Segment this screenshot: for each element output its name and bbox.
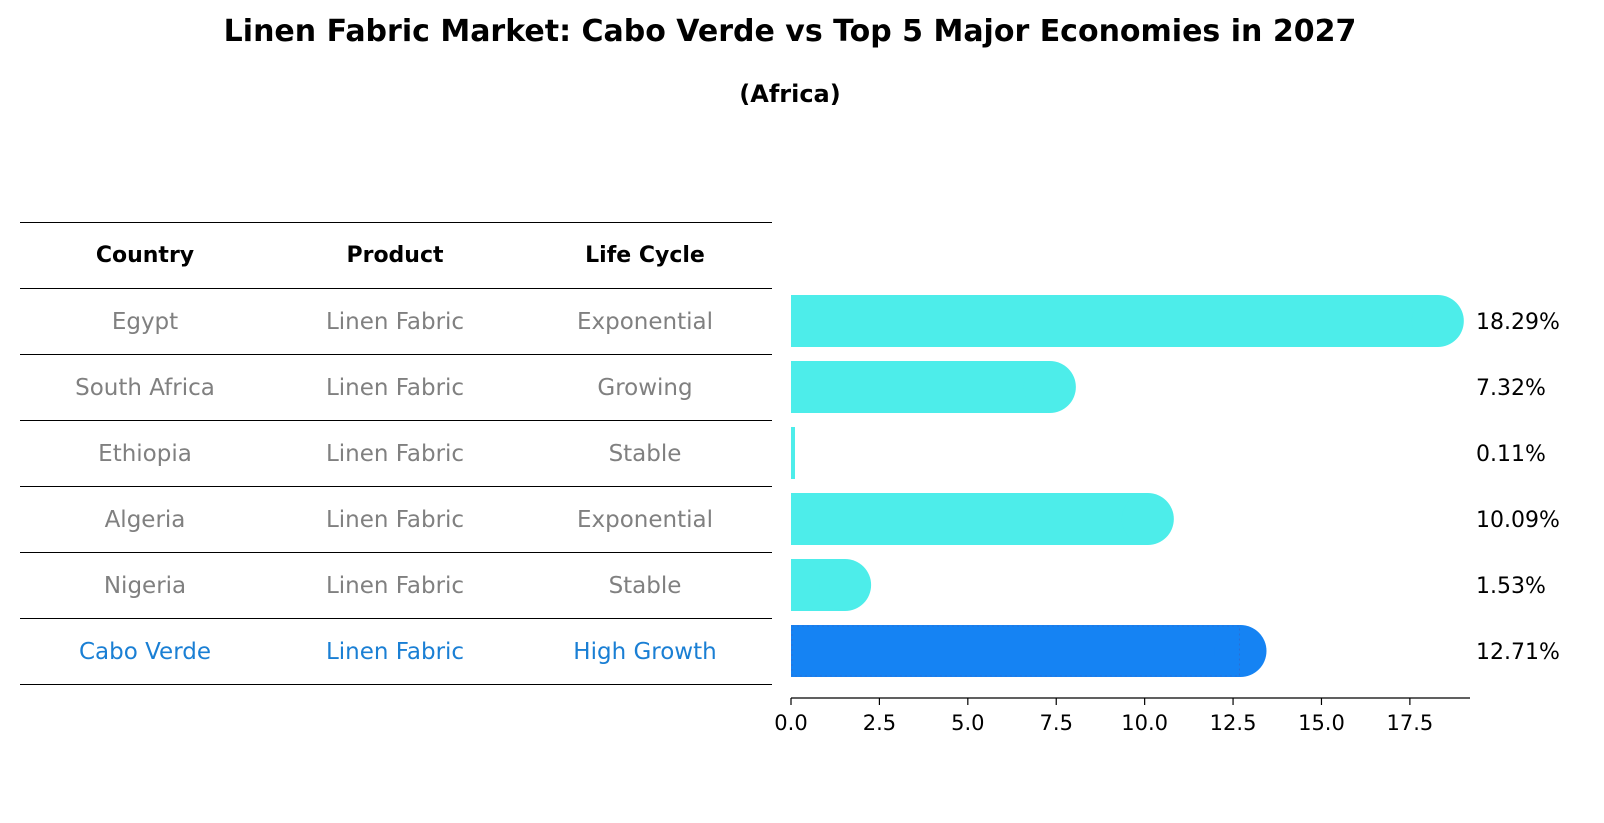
value-label: 10.09% [1476, 508, 1560, 533]
bar-ethiopia [791, 427, 795, 479]
cell-life-cycle: Stable [608, 572, 682, 599]
chart-title: Linen Fabric Market: Cabo Verde vs Top 5… [223, 14, 1357, 49]
table-row: Nigeria Linen Fabric Stable [20, 552, 772, 618]
value-label: 1.53% [1476, 574, 1546, 599]
x-tick-label: 12.5 [1210, 711, 1257, 735]
cell-product: Linen Fabric [325, 506, 465, 533]
bar-south-africa [791, 361, 1050, 413]
bar-cap [1411, 295, 1464, 347]
bar-cap [1023, 361, 1076, 413]
x-tick-label: 0.0 [774, 711, 807, 735]
header-product: Product [346, 243, 444, 268]
table-row-highlight: Cabo Verde Linen Fabric High Growth [20, 618, 772, 685]
table-row: Egypt Linen Fabric Exponential [20, 288, 772, 354]
x-tick-label: 5.0 [951, 711, 984, 735]
cell-life-cycle: Stable [608, 440, 682, 467]
cell-country: Ethiopia [98, 440, 192, 467]
cell-product: Linen Fabric [325, 638, 465, 665]
bar-cabo-verde [791, 625, 1241, 677]
bar-cap [819, 559, 872, 611]
cell-life-cycle: Exponential [576, 308, 713, 335]
table-row: Algeria Linen Fabric Exponential [20, 486, 772, 552]
cell-product: Linen Fabric [325, 374, 465, 401]
x-tick-label: 7.5 [1040, 711, 1073, 735]
cell-life-cycle: Exponential [576, 506, 713, 533]
cell-country: Egypt [111, 308, 179, 335]
table-header-row: Country Product Life Cycle [20, 222, 772, 288]
cell-country: Algeria [104, 506, 186, 533]
header-life-cycle: Life Cycle [585, 243, 705, 268]
cell-country: Cabo Verde [78, 638, 212, 665]
value-label: 7.32% [1476, 376, 1546, 401]
table-row: Ethiopia Linen Fabric Stable [20, 420, 772, 486]
cell-country: South Africa [75, 374, 215, 401]
bar-cap [1121, 493, 1174, 545]
value-label: 12.71% [1476, 640, 1560, 665]
cell-life-cycle: Growing [597, 374, 693, 401]
x-tick-label: 10.0 [1121, 711, 1168, 735]
table-row: South Africa Linen Fabric Growing [20, 354, 772, 420]
value-label: 18.29% [1476, 310, 1560, 335]
cell-product: Linen Fabric [325, 308, 465, 335]
bar-algeria [791, 493, 1148, 545]
cell-product: Linen Fabric [325, 572, 465, 599]
cell-life-cycle: High Growth [573, 638, 717, 665]
x-tick-label: 17.5 [1386, 711, 1433, 735]
chart-subtitle: (Africa) [739, 80, 841, 108]
bar-egypt [791, 295, 1438, 347]
bar-highlight-outline [791, 625, 1240, 677]
x-tick-label: 2.5 [863, 711, 896, 735]
cell-product: Linen Fabric [325, 440, 465, 467]
cell-country: Nigeria [103, 572, 187, 599]
data-table: Country Product Life Cycle Egypt Linen F… [20, 222, 772, 685]
x-tick-label: 15.0 [1298, 711, 1345, 735]
bar-cap [1214, 625, 1267, 677]
value-label: 0.11% [1476, 442, 1546, 467]
header-country: Country [95, 243, 195, 268]
